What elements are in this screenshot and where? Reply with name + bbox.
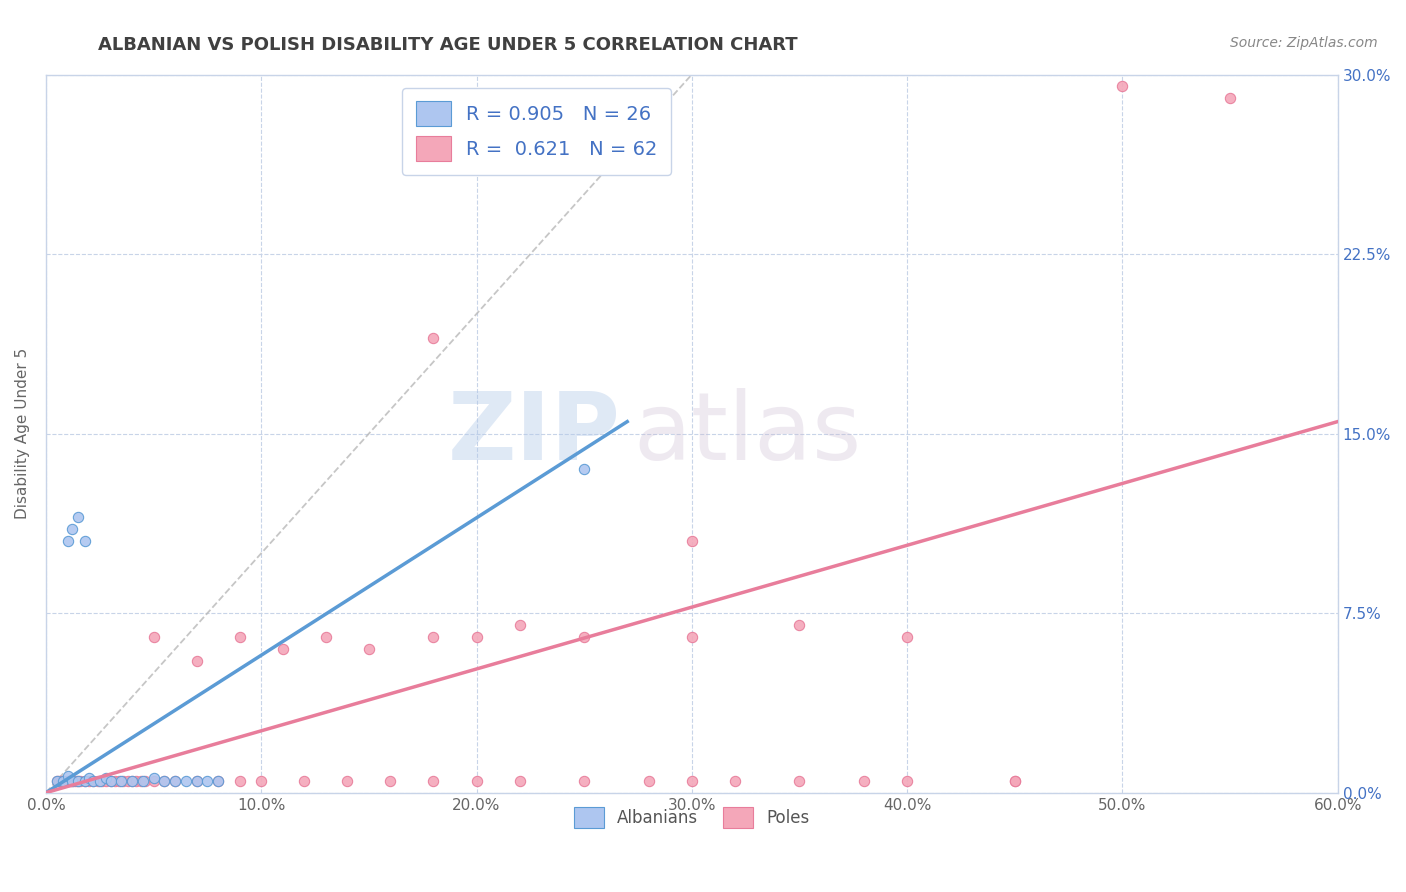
Point [129, 773, 152, 788]
Legend: Albanians, Poles: Albanians, Poles [567, 800, 817, 835]
Point [100, 773, 122, 788]
Point [142, 772, 165, 786]
Point [67, 773, 90, 788]
Point [89, 773, 111, 788]
Point [789, 773, 811, 788]
Point [153, 773, 176, 788]
Point [112, 773, 135, 788]
Point [60, 773, 83, 788]
Point [207, 773, 229, 788]
Point [228, 630, 250, 644]
Point [52, 773, 75, 788]
Text: atlas: atlas [634, 388, 862, 480]
Point [73, 773, 96, 788]
Point [134, 773, 156, 788]
Point [67, 773, 90, 788]
Point [117, 773, 139, 788]
Point [63, 773, 86, 788]
Y-axis label: Disability Age Under 5: Disability Age Under 5 [15, 348, 30, 519]
Point [207, 773, 229, 788]
Point [48, 773, 70, 788]
Point [509, 773, 531, 788]
Text: ALBANIAN VS POLISH DISABILITY AGE UNDER 5 CORRELATION CHART: ALBANIAN VS POLISH DISABILITY AGE UNDER … [98, 36, 799, 54]
Point [153, 773, 176, 788]
Point [422, 630, 444, 644]
Point [45, 773, 67, 788]
Point [77, 772, 100, 786]
Point [637, 773, 659, 788]
Point [96, 772, 118, 786]
Point [174, 773, 197, 788]
Point [125, 773, 148, 788]
Text: ZIP: ZIP [449, 388, 621, 480]
Point [336, 773, 359, 788]
Point [132, 773, 155, 788]
Point [108, 773, 131, 788]
Point [121, 773, 143, 788]
Point [422, 331, 444, 345]
Point [100, 773, 122, 788]
Point [292, 773, 315, 788]
Point [271, 642, 294, 657]
Point [896, 630, 918, 644]
Point [465, 630, 488, 644]
Point [142, 630, 165, 644]
Point [724, 773, 747, 788]
Point [1004, 773, 1026, 788]
Point [142, 773, 165, 788]
Point [53, 773, 76, 788]
Point [45, 773, 67, 788]
Point [197, 773, 219, 788]
Point [52, 773, 75, 788]
Point [572, 773, 595, 788]
Point [73, 773, 96, 788]
Point [121, 773, 143, 788]
Point [357, 642, 380, 657]
Point [1111, 79, 1133, 94]
Point [73, 534, 96, 549]
Point [49, 773, 72, 788]
Point [789, 618, 811, 632]
Point [1004, 773, 1026, 788]
Point [572, 630, 595, 644]
Point [315, 630, 337, 644]
Point [250, 773, 273, 788]
Point [681, 534, 703, 549]
Point [165, 773, 187, 788]
Point [56, 769, 79, 783]
Point [572, 462, 595, 476]
Point [82, 773, 104, 788]
Point [380, 773, 402, 788]
Point [509, 618, 531, 632]
Point [681, 630, 703, 644]
Point [56, 773, 79, 788]
Point [60, 522, 83, 536]
Point [896, 773, 918, 788]
Point [228, 773, 250, 788]
Point [422, 773, 444, 788]
Point [69, 773, 91, 788]
Point [86, 773, 108, 788]
Point [104, 773, 127, 788]
Text: Source: ZipAtlas.com: Source: ZipAtlas.com [1230, 36, 1378, 50]
Point [681, 773, 703, 788]
Point [186, 654, 208, 668]
Point [77, 773, 100, 788]
Point [165, 773, 187, 788]
Point [186, 773, 208, 788]
Point [96, 773, 118, 788]
Point [65, 773, 87, 788]
Point [67, 510, 90, 524]
Point [82, 773, 104, 788]
Point [56, 534, 79, 549]
Point [110, 773, 132, 788]
Point [1219, 91, 1241, 105]
Point [59, 773, 82, 788]
Point [91, 773, 114, 788]
Point [186, 773, 208, 788]
Point [465, 773, 488, 788]
Point [853, 773, 876, 788]
Point [60, 773, 83, 788]
